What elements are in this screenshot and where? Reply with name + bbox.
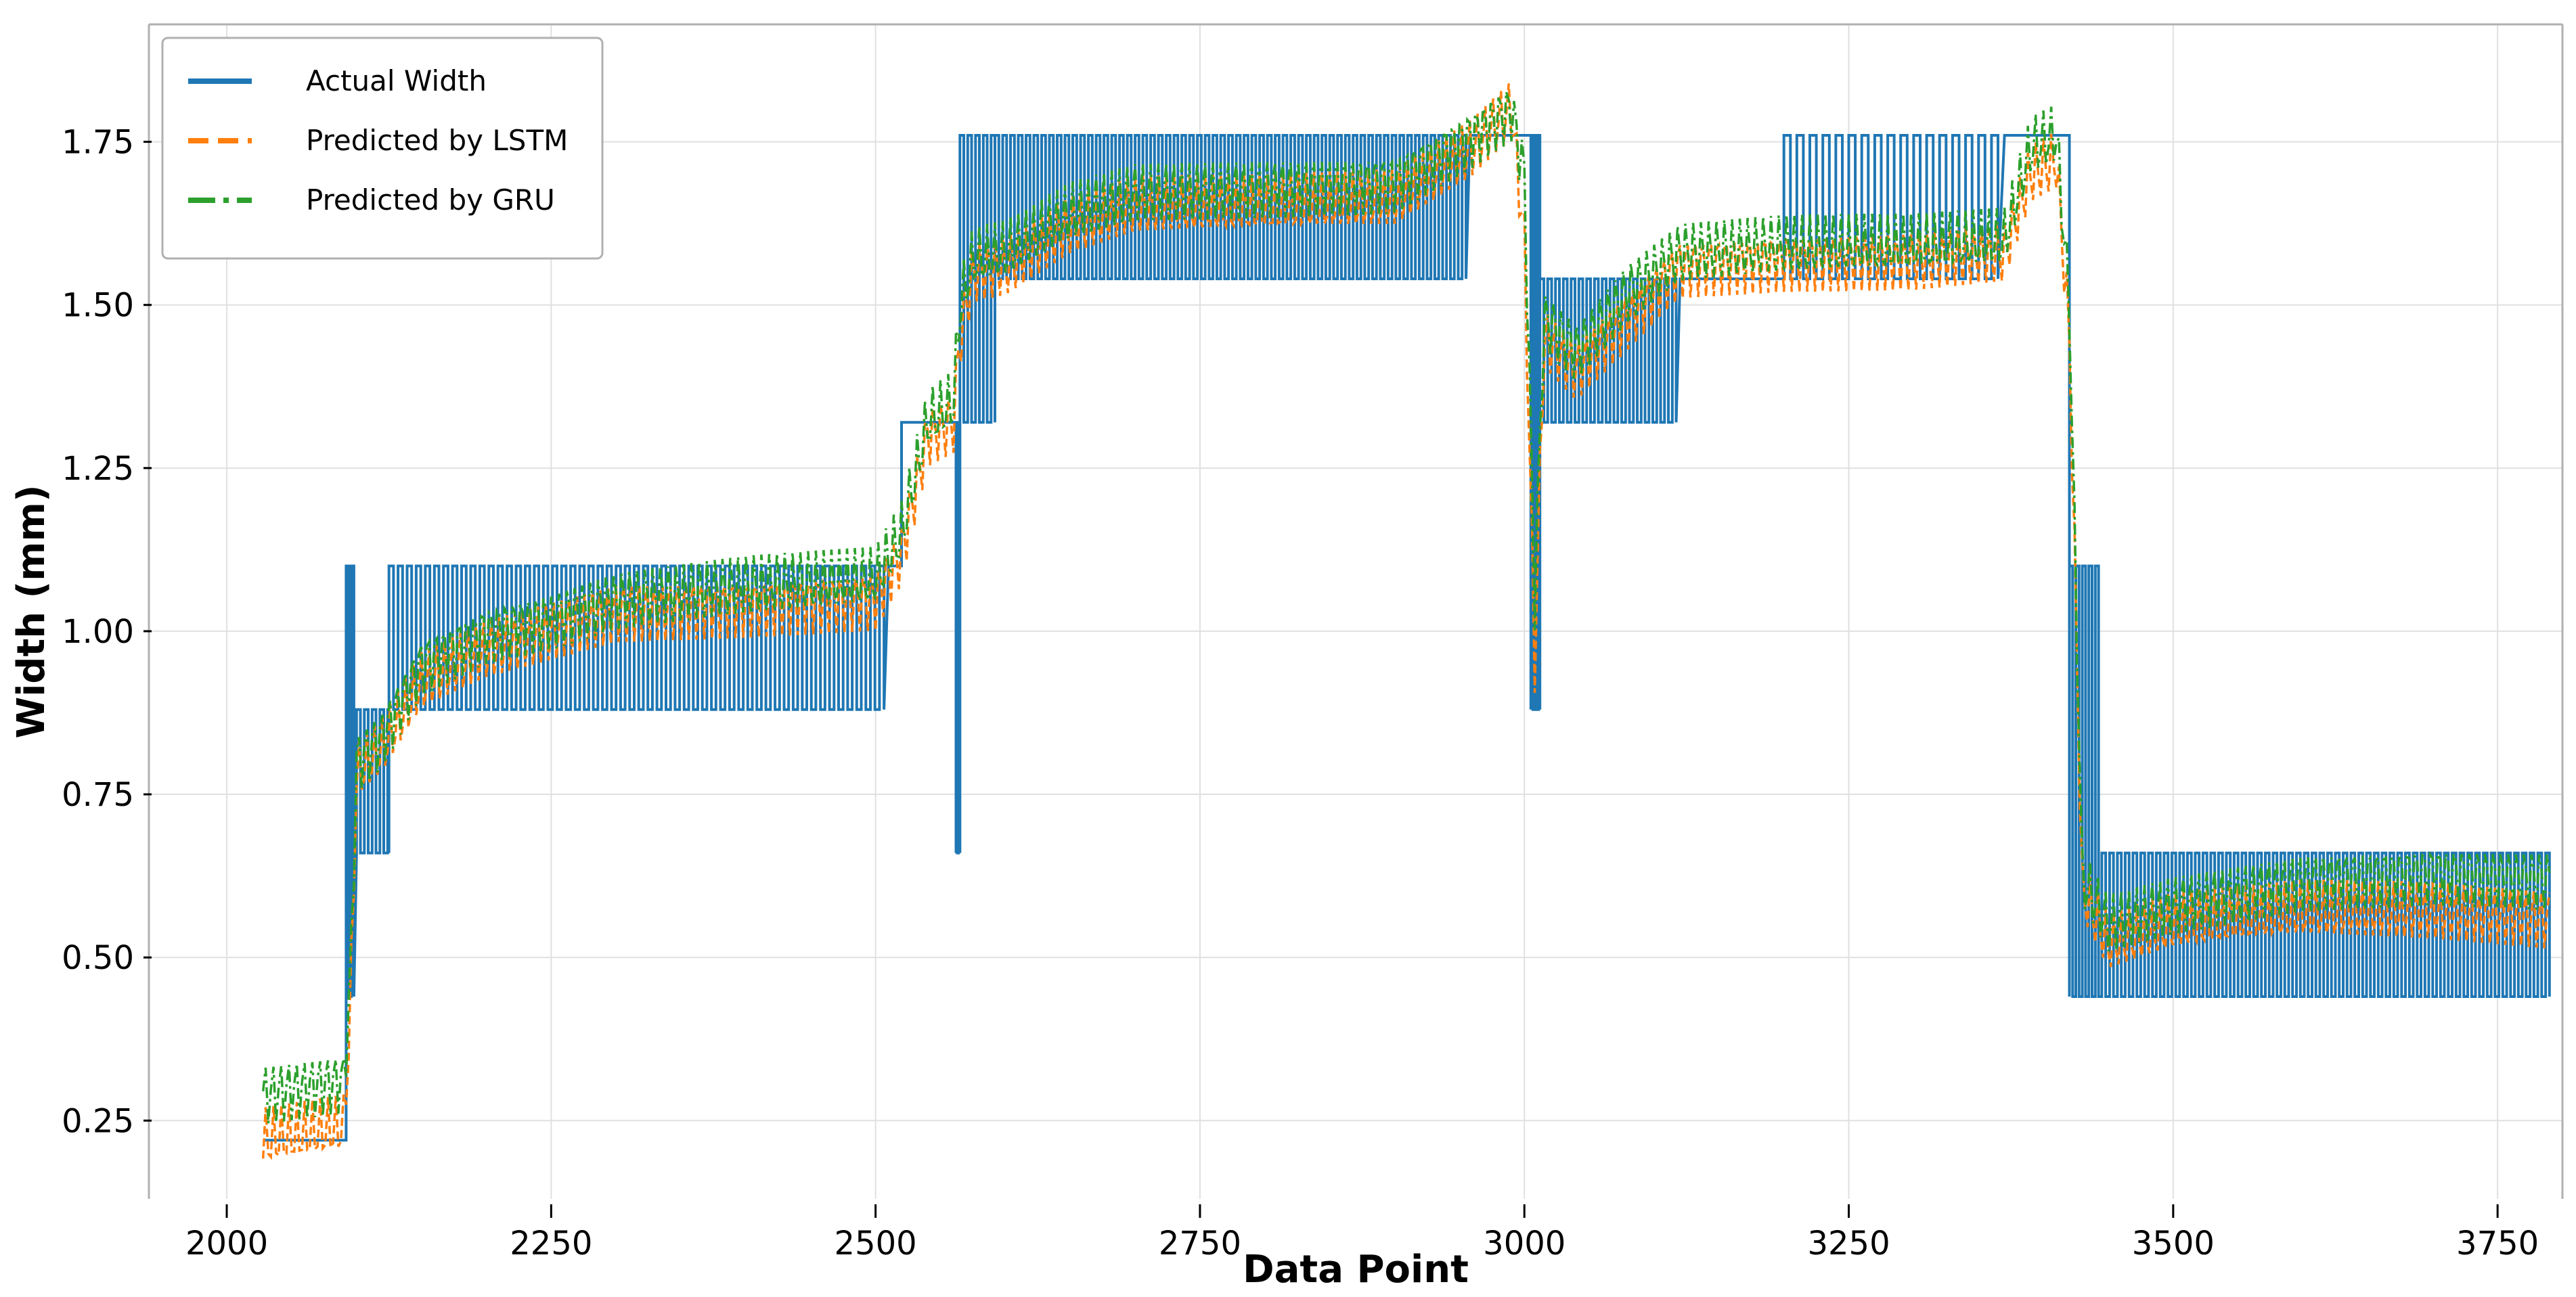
y-tick-label: 1.00 — [62, 613, 134, 651]
x-tick-label: 2500 — [835, 1225, 917, 1262]
x-tick-label: 2750 — [1159, 1225, 1241, 1262]
legend-box — [161, 37, 604, 260]
legend-label-lstm: Predicted by LSTM — [306, 124, 568, 157]
x-tick-label: 2250 — [510, 1225, 592, 1262]
series-actual-width-line — [263, 134, 2551, 1142]
y-tick-label: 1.25 — [62, 450, 134, 488]
axes-frame — [148, 23, 2564, 1199]
y-tick-label: 0.25 — [62, 1102, 134, 1140]
y-axis-label: Width (mm) — [9, 484, 53, 738]
y-tick-label: 0.75 — [62, 776, 134, 814]
x-axis-label: Data Point — [1243, 1248, 1469, 1292]
series-gru-line — [261, 91, 2551, 1124]
series-layer — [261, 83, 2551, 1160]
tick-layer: 2000 2250 2500 2750 3000 3250 3500 3750 0.25 0.50… — [62, 124, 2539, 1262]
y-tick-label: 1.75 — [62, 124, 134, 162]
legend-label-actual: Actual Width — [306, 64, 487, 97]
x-tick-label: 2000 — [185, 1225, 268, 1262]
legend-label-gru: Predicted by GRU — [306, 183, 555, 217]
x-tick-label: 3000 — [1483, 1225, 1565, 1262]
x-tick-label: 3750 — [2456, 1225, 2539, 1262]
x-tick-label: 3250 — [1807, 1225, 1890, 1262]
y-tick-label: 0.50 — [62, 939, 134, 977]
y-tick-label: 1.50 — [62, 287, 134, 325]
x-tick-label: 3500 — [2132, 1225, 2215, 1262]
legend: Actual Width Predicted by LSTM Predicted… — [161, 37, 604, 260]
series-lstm-line — [261, 83, 2551, 1160]
